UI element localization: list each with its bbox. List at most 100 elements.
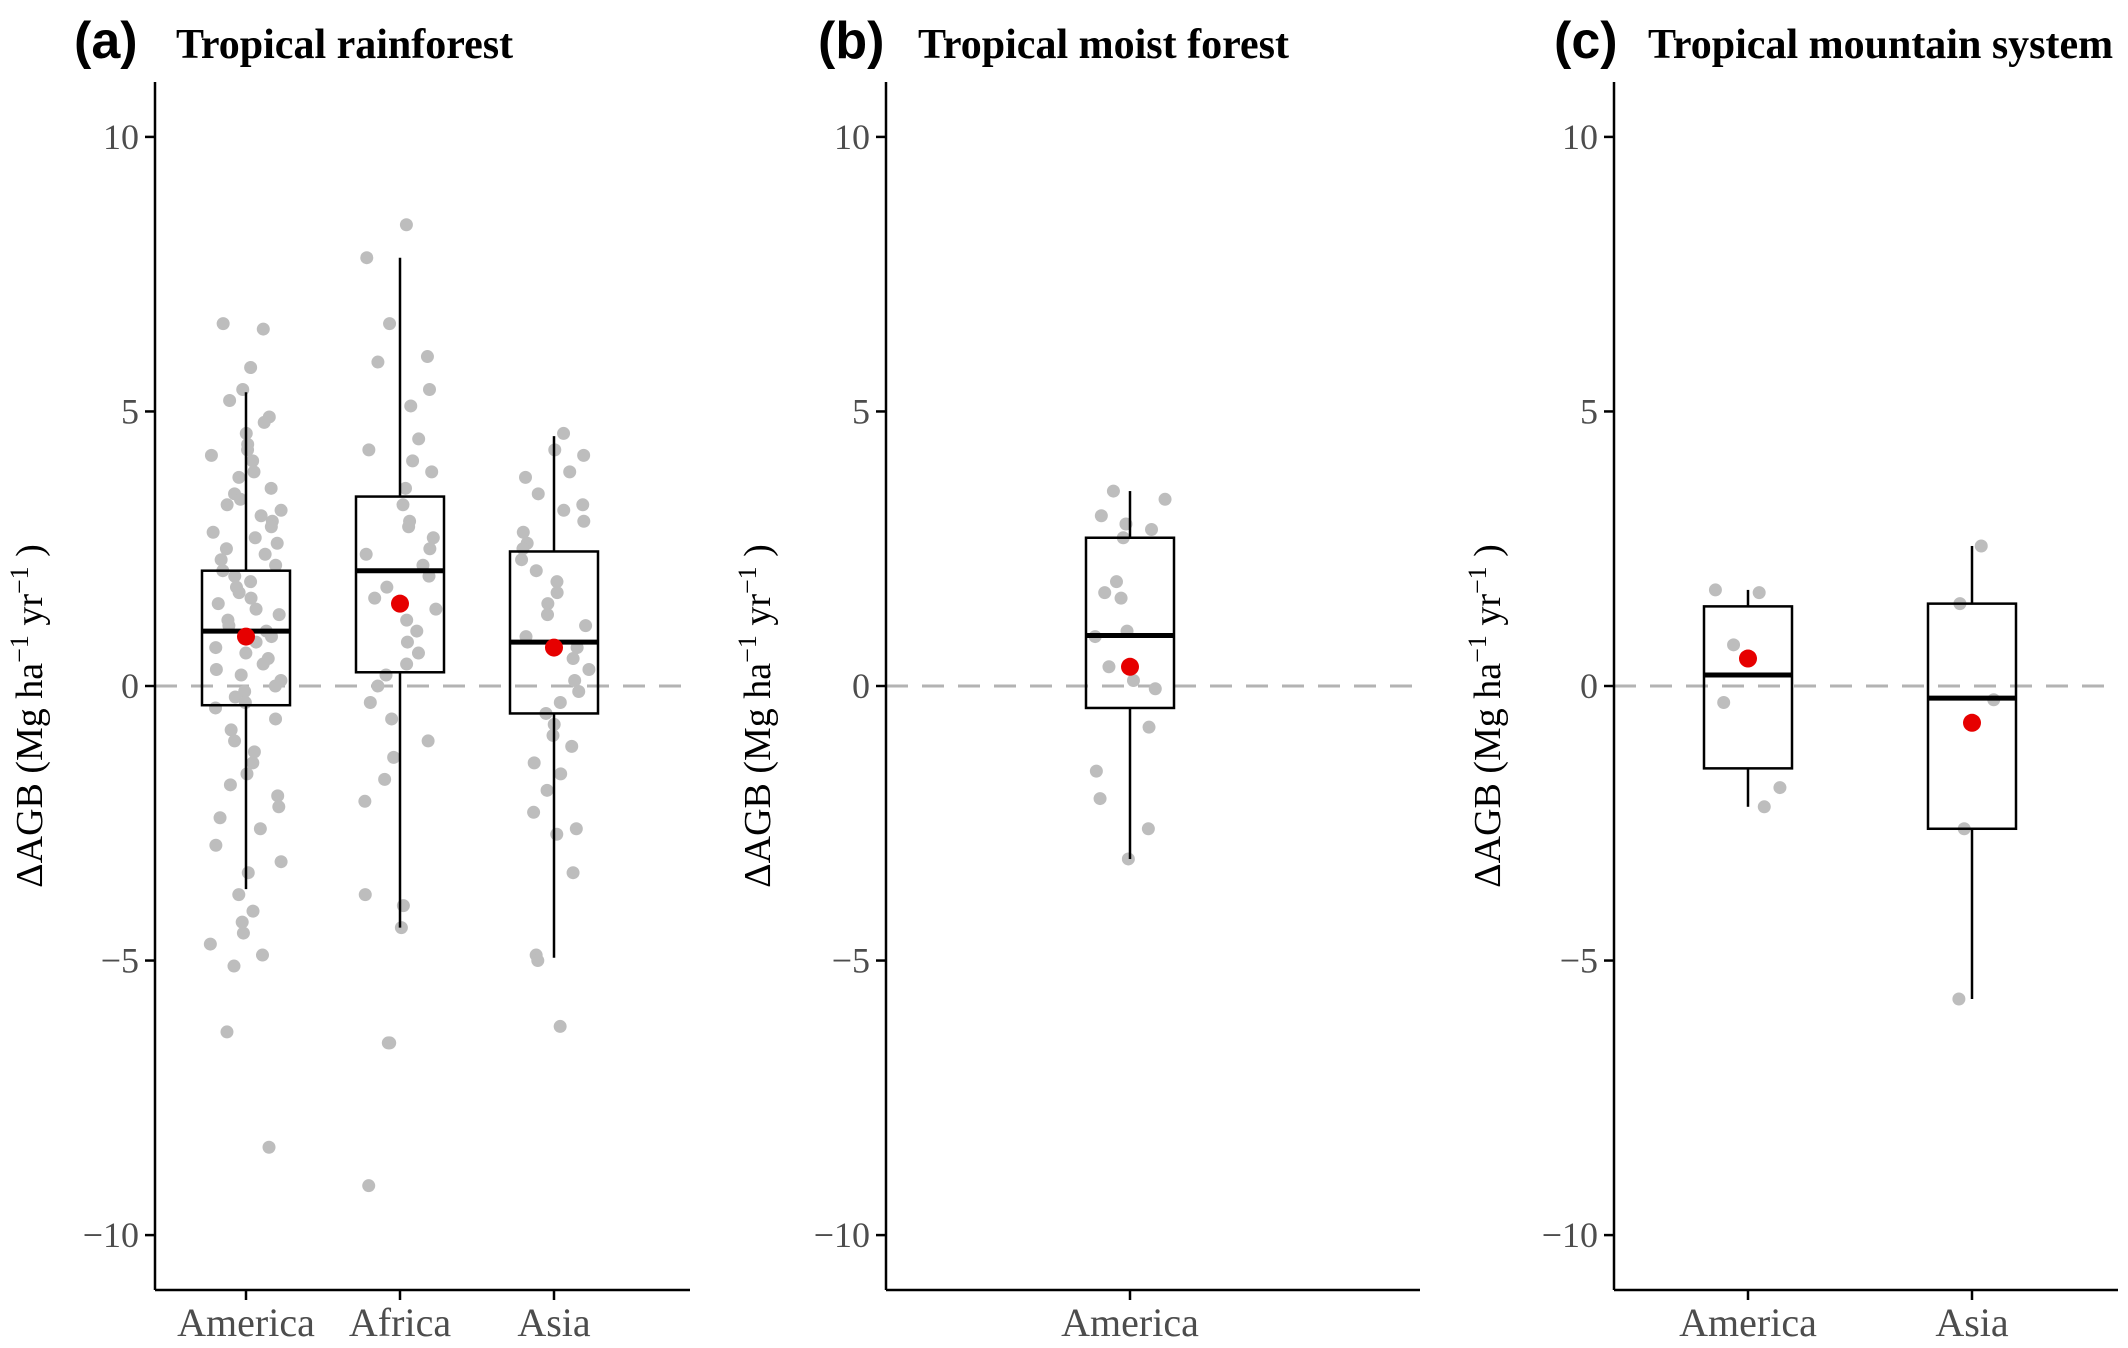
y-axis-label: ΔAGB (Mg ha−1 yr−1 ): [5, 544, 51, 888]
y-tick-label: 5: [121, 391, 139, 431]
panel-title: Tropical mountain system: [1648, 22, 2113, 68]
data-point: [378, 772, 392, 786]
data-point: [227, 959, 241, 973]
data-point: [1126, 674, 1140, 688]
data-point: [258, 547, 272, 561]
data-point: [256, 657, 270, 671]
data-point: [244, 361, 258, 375]
data-point: [1717, 695, 1731, 709]
data-point: [394, 921, 408, 935]
data-point: [211, 597, 225, 611]
y-axis-label: ΔAGB (Mg ha−1 yr−1 ): [1463, 544, 1509, 888]
data-point: [248, 531, 262, 545]
data-point: [223, 778, 237, 792]
data-point: [254, 509, 268, 523]
data-point: [371, 679, 385, 693]
data-point: [410, 624, 424, 638]
data-point: [1109, 575, 1123, 589]
data-point: [228, 569, 242, 583]
data-point: [518, 470, 532, 484]
data-point: [220, 498, 234, 512]
data-point: [262, 1140, 276, 1154]
data-point: [228, 734, 242, 748]
panel-tag: (b): [818, 12, 884, 70]
data-point: [358, 794, 372, 808]
y-tick-label: −10: [1542, 1215, 1598, 1255]
data-point: [400, 613, 414, 627]
data-point: [257, 415, 271, 429]
data-point: [399, 481, 413, 495]
data-point: [554, 767, 568, 781]
data-point: [241, 866, 255, 880]
data-point: [269, 712, 283, 726]
mean-point: [391, 594, 409, 613]
data-point: [387, 750, 401, 764]
y-tick-label: 0: [852, 666, 870, 706]
box-iqr: [354, 495, 446, 674]
data-point: [359, 547, 373, 561]
data-point: [234, 668, 248, 682]
y-tick-label: 5: [1580, 391, 1598, 431]
data-point: [219, 542, 233, 556]
data-point: [216, 317, 230, 331]
data-point: [412, 432, 426, 446]
panel-tropical-rainforest: (a) Tropical rainforest 10 5 0 −5 −10 ΔAGB (Mg …: [5, 12, 690, 1345]
data-point: [1102, 660, 1116, 674]
panel-tropical-moist-forest: (b) Tropical moist forest 10 5 0 −5 −10 ΔAGB (M…: [733, 12, 1420, 1345]
data-point: [1106, 484, 1120, 498]
data-point: [204, 448, 218, 462]
data-point: [363, 695, 377, 709]
data-point: [270, 536, 284, 550]
data-point: [213, 811, 227, 825]
mean-point: [1739, 649, 1757, 668]
data-point: [1708, 583, 1722, 597]
panel-tag: (a): [74, 12, 138, 70]
data-point: [264, 481, 278, 495]
data-point: [582, 663, 596, 677]
y-tick-label: −10: [814, 1215, 870, 1255]
data-point: [550, 827, 564, 841]
data-point: [1727, 638, 1741, 652]
data-point: [399, 218, 413, 232]
data-point: [247, 745, 261, 759]
data-point: [1094, 509, 1108, 523]
data-point: [358, 888, 372, 902]
mean-point: [1963, 713, 1981, 732]
data-point: [381, 1036, 395, 1050]
data-point: [568, 674, 582, 688]
data-point: [249, 602, 263, 616]
data-point: [579, 619, 593, 633]
data-point: [233, 492, 247, 506]
data-point: [565, 739, 579, 753]
data-point: [256, 322, 270, 336]
data-point: [220, 1025, 234, 1039]
data-point: [572, 684, 586, 698]
data-point: [425, 465, 439, 479]
panel-tag: (c): [1554, 12, 1618, 70]
y-tick-label: 10: [1562, 117, 1598, 157]
x-tick-label: America: [177, 1300, 315, 1345]
data-point: [272, 608, 286, 622]
x-tick-label: Africa: [349, 1300, 451, 1345]
y-tick-label: 10: [103, 117, 139, 157]
data-point: [402, 520, 416, 534]
data-point: [550, 586, 564, 600]
data-point: [247, 465, 261, 479]
data-point: [232, 586, 246, 600]
data-point: [1752, 586, 1766, 600]
data-point: [239, 646, 253, 660]
panel-title: Tropical moist forest: [918, 22, 1289, 68]
box-asia: [1926, 539, 2018, 1006]
data-point: [1974, 539, 1988, 553]
data-point: [1757, 800, 1771, 814]
data-point: [566, 652, 580, 666]
data-point: [576, 498, 590, 512]
box-asia: [508, 426, 600, 1033]
data-point: [1093, 792, 1107, 806]
data-point: [400, 635, 414, 649]
data-point: [553, 1019, 567, 1033]
data-point: [516, 542, 530, 556]
box-iqr: [508, 550, 600, 715]
data-point: [209, 641, 223, 655]
data-point: [553, 695, 567, 709]
